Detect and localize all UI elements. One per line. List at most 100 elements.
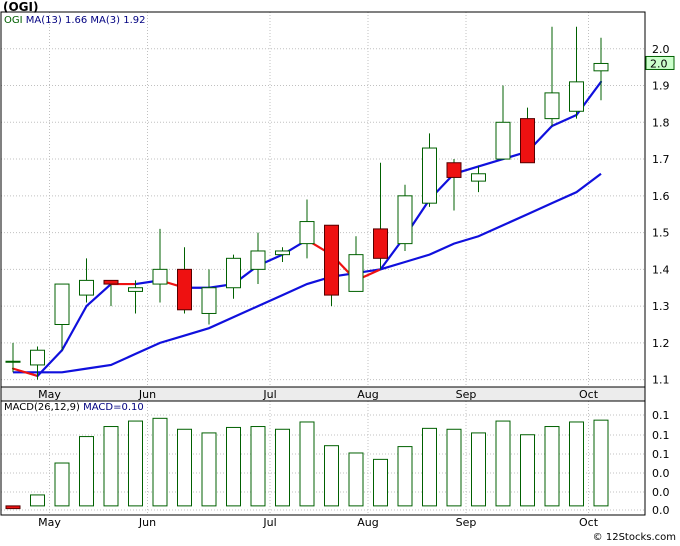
candle-body xyxy=(520,118,535,164)
candle xyxy=(348,236,364,292)
macd-grid xyxy=(1,401,645,515)
macd-legend: MACD(26,12,9) MACD=0.10 xyxy=(4,402,144,413)
candle-body xyxy=(54,283,70,326)
macd-bar xyxy=(422,427,437,507)
macd-bar xyxy=(397,446,413,507)
candle xyxy=(226,254,241,299)
candle xyxy=(79,258,94,303)
macd-bar xyxy=(520,434,535,507)
macd-x-tick-label: May xyxy=(38,516,61,529)
price-x-tick-label: Sep xyxy=(456,388,477,401)
ma3-segment xyxy=(477,157,505,168)
price-y-tick-label: 1.7 xyxy=(652,153,670,166)
price-y-axis: 1.1 1.2 1.3 1.4 1.5 1.6 1.7 1.8 1.9 2.0 xyxy=(652,43,670,387)
candle xyxy=(30,346,45,380)
macd-y-tick-label: 0.0 xyxy=(652,467,670,480)
ma3-segment xyxy=(60,305,88,352)
macd-bar xyxy=(495,420,511,507)
macd-bar xyxy=(569,421,584,507)
macd-legend-label: MACD(26,12,9) xyxy=(4,402,80,413)
macd-bar xyxy=(5,505,21,510)
macd-bar xyxy=(299,421,315,507)
price-legend: OGI MA(13) 1.66 MA(3) 1.92 xyxy=(4,15,146,26)
candle-body xyxy=(128,287,143,292)
macd-x-tick-label: Jul xyxy=(262,516,276,529)
candle xyxy=(471,166,486,193)
macd-panel-frame xyxy=(0,400,646,516)
macd-bar xyxy=(348,452,364,507)
price-grid xyxy=(1,12,645,387)
candle-body xyxy=(348,254,364,292)
legend-ma13-label: MA(13) xyxy=(25,15,62,26)
macd-bar xyxy=(79,436,94,507)
candle xyxy=(422,133,437,207)
price-x-tick-label: Jul xyxy=(262,388,276,401)
candle xyxy=(495,85,511,160)
candle xyxy=(593,37,609,101)
price-x-tick-label: Aug xyxy=(357,388,378,401)
macd-bar xyxy=(201,432,217,507)
candle-body xyxy=(373,228,388,259)
candle-body xyxy=(495,121,511,160)
candle xyxy=(201,269,217,325)
macd-y-tick-label: 0.1 xyxy=(652,409,670,422)
candle-body xyxy=(446,162,462,178)
candle xyxy=(373,162,388,270)
macd-x-tick-label: Sep xyxy=(456,516,477,529)
macd-x-tick-label: Jun xyxy=(138,516,156,529)
chart-title: (OGI) xyxy=(3,0,39,14)
macd-bar xyxy=(54,462,70,507)
candle xyxy=(250,232,266,285)
candle xyxy=(446,159,462,211)
macd-bar xyxy=(275,428,290,507)
macd-bar xyxy=(373,458,388,507)
legend-ma3-value: 1.92 xyxy=(123,15,146,26)
price-y-tick-label: 2.0 xyxy=(652,43,670,56)
macd-bar xyxy=(544,426,560,507)
candle-body xyxy=(593,62,609,72)
macd-bars xyxy=(5,417,609,510)
candle-body xyxy=(103,279,119,285)
ma13-path xyxy=(13,172,602,374)
macd-bar xyxy=(30,494,45,507)
candle xyxy=(103,279,119,307)
candle-body xyxy=(275,250,290,256)
candle-body xyxy=(226,257,241,289)
candle xyxy=(5,342,21,373)
ma3-segment xyxy=(36,349,64,378)
price-y-tick-label: 1.4 xyxy=(652,263,670,276)
price-axis-strip xyxy=(0,386,646,402)
price-y-tick-label: 1.8 xyxy=(652,116,670,129)
candle-body xyxy=(30,349,45,366)
candle-body xyxy=(422,147,437,204)
macd-bar xyxy=(471,432,486,507)
legend-ma13-value: 1.66 xyxy=(64,15,88,26)
candle xyxy=(397,184,413,251)
macd-legend-value: MACD=0.10 xyxy=(83,402,144,413)
macd-bar xyxy=(177,428,192,507)
macd-bar xyxy=(250,426,266,507)
price-y-tick-label: 1.2 xyxy=(652,337,670,350)
candles xyxy=(5,26,609,380)
legend-symbol: OGI xyxy=(4,15,23,26)
macd-y-tick-label: 0.0 xyxy=(652,504,670,517)
candle xyxy=(324,224,339,307)
last-price-tag-text: 2.0 xyxy=(650,57,668,70)
last-price-tag: 2.0 xyxy=(645,55,675,70)
macd-y-tick-label: 0.1 xyxy=(652,448,670,461)
macd-bar xyxy=(103,426,119,507)
macd-bar xyxy=(324,445,339,507)
legend-ma3-label: MA(3) xyxy=(90,15,121,26)
macd-bar xyxy=(446,428,462,507)
candle-body xyxy=(471,173,486,182)
price-y-tick-label: 1.5 xyxy=(652,227,670,240)
macd-y-tick-label: 0.1 xyxy=(652,429,670,442)
candle-body xyxy=(250,250,266,270)
candle xyxy=(544,26,560,126)
candle-body xyxy=(177,268,192,311)
candle-body xyxy=(544,92,560,120)
credit-text: © 12Stocks.com xyxy=(592,532,676,543)
price-y-tick-label: 1.1 xyxy=(652,374,670,387)
price-y-tick-label: 1.9 xyxy=(652,80,670,93)
price-panel-frame xyxy=(0,11,646,388)
